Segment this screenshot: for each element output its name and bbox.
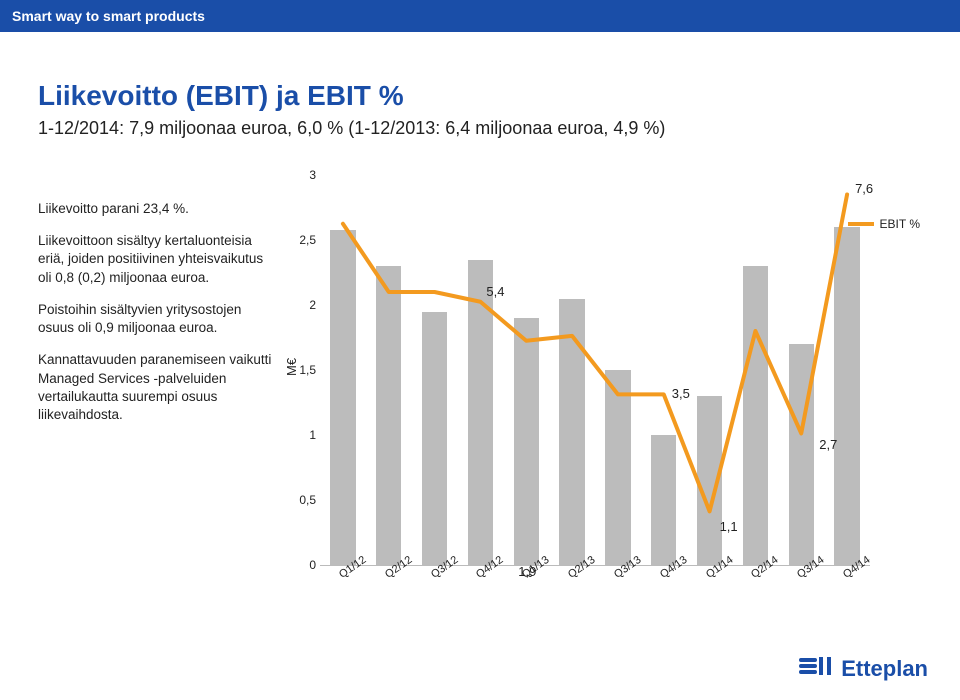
chart-inner: 00,511,522,537,65,41,93,51,12,7 Q1/12Q2/… bbox=[280, 165, 920, 605]
annotation: 5,4 bbox=[486, 284, 504, 299]
ebit-line bbox=[343, 195, 847, 512]
page-subtitle: 1-12/2014: 7,9 miljoonaa euroa, 6,0 % (1… bbox=[38, 118, 665, 139]
logo-text: Etteplan bbox=[841, 656, 928, 682]
y-tick: 1,5 bbox=[280, 363, 316, 377]
logo-icon bbox=[799, 653, 833, 684]
intro-p2: Liikevoittoon sisältyy kertaluonteisia e… bbox=[38, 232, 278, 287]
intro-p4: Kannattavuuden paranemiseen vaikutti Man… bbox=[38, 351, 278, 424]
y-tick: 2 bbox=[280, 298, 316, 312]
header-bar: Smart way to smart products bbox=[0, 0, 960, 32]
intro-p3: Poistoihin sisältyvien yritysostojen osu… bbox=[38, 301, 278, 337]
annotation: 1,1 bbox=[720, 519, 738, 534]
y-tick: 2,5 bbox=[280, 233, 316, 247]
annotation: 3,5 bbox=[672, 386, 690, 401]
page-title: Liikevoitto (EBIT) ja EBIT % bbox=[38, 80, 404, 112]
y-tick: 0,5 bbox=[280, 493, 316, 507]
intro-p1: Liikevoitto parani 23,4 %. bbox=[38, 200, 278, 218]
y-tick: 0 bbox=[280, 558, 316, 572]
page: Smart way to smart products Liikevoitto … bbox=[0, 0, 960, 700]
annotation: 2,7 bbox=[819, 437, 837, 452]
y-tick: 3 bbox=[280, 168, 316, 182]
header-tagline: Smart way to smart products bbox=[12, 8, 205, 24]
intro-text: Liikevoitto parani 23,4 %. Liikevoittoon… bbox=[38, 200, 278, 438]
y-tick: 1 bbox=[280, 428, 316, 442]
plot-area: 00,511,522,537,65,41,93,51,12,7 bbox=[320, 175, 870, 565]
line-layer bbox=[320, 175, 870, 565]
annotation: 7,6 bbox=[855, 181, 873, 196]
chart: M€ EBIT % 00,511,522,537,65,41,93,51,12,… bbox=[280, 165, 920, 605]
brand-logo: Etteplan bbox=[799, 653, 928, 684]
x-labels: Q1/12Q2/12Q3/12Q4/12Q1/13Q2/13Q3/13Q4/13… bbox=[320, 571, 870, 605]
